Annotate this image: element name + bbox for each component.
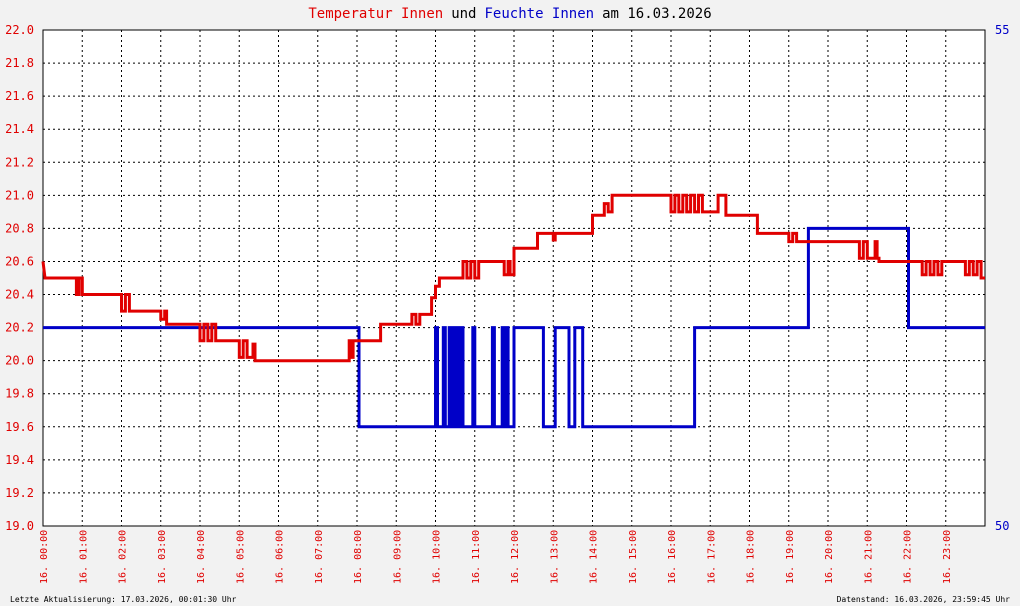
y-left-tick-label: 21.2	[5, 155, 34, 169]
x-tick-label: 16. 01:00	[78, 530, 89, 584]
y-right-tick-label: 50	[995, 519, 1009, 533]
x-tick-label: 16. 15:00	[628, 530, 639, 584]
chart-title: Temperatur Innen und Feuchte Innen am 16.03…	[308, 6, 711, 22]
y-left-tick-label: 21.6	[5, 89, 34, 103]
y-left-tick-label: 20.8	[5, 221, 34, 235]
title-date: am 16.03.2026	[602, 6, 712, 22]
y-left-tick-label: 21.4	[5, 122, 34, 136]
x-tick-label: 16. 19:00	[785, 530, 796, 584]
series-line-temperature	[41, 193, 985, 363]
series-line-humidity	[43, 226, 985, 429]
x-tick-label: 16. 17:00	[706, 530, 717, 584]
y-left-tick-label: 20.2	[5, 321, 34, 335]
x-axis-ticks: 16. 00:00 16. 01:00 16. 02:00 16. 03:00 16. …	[39, 530, 953, 584]
plot-area	[43, 30, 985, 526]
x-tick-label: 16. 23:00	[942, 530, 953, 584]
title-und: und	[451, 6, 476, 22]
x-tick-label: 16. 08:00	[353, 530, 364, 584]
y-left-tick-label: 19.8	[5, 387, 34, 401]
x-tick-label: 16. 18:00	[746, 530, 757, 584]
footer-last-update: Letzte Aktualisierung: 17.03.2026, 00:01…	[10, 595, 237, 604]
x-tick-label: 16. 05:00	[235, 530, 246, 584]
y-left-tick-label: 19.4	[5, 453, 34, 467]
x-tick-label: 16. 12:00	[510, 530, 521, 584]
y-left-tick-label: 20.6	[5, 254, 34, 268]
left-axis-ticks: 19.0 19.2 19.4 19.6 19.8 20.0 20.2 20.4 20.6 20.8…	[5, 23, 34, 533]
y-left-tick-label: 20.0	[5, 354, 34, 368]
right-axis-ticks: 50 55	[995, 23, 1009, 533]
x-tick-label: 16. 13:00	[549, 530, 560, 584]
x-tick-label: 16. 02:00	[118, 530, 129, 584]
x-tick-label: 16. 20:00	[824, 530, 835, 584]
y-left-tick-label: 21.8	[5, 56, 34, 70]
title-humidity: Feuchte Innen	[485, 6, 595, 22]
x-tick-label: 16. 03:00	[157, 530, 168, 584]
y-left-tick-label: 19.2	[5, 486, 34, 500]
x-tick-label: 16. 10:00	[432, 530, 443, 584]
x-tick-label: 16. 00:00	[39, 530, 50, 584]
y-left-tick-label: 20.4	[5, 288, 34, 302]
x-tick-label: 16. 07:00	[314, 530, 325, 584]
x-tick-label: 16. 09:00	[392, 530, 403, 584]
x-tick-label: 16. 06:00	[275, 530, 286, 584]
x-tick-label: 16. 04:00	[196, 530, 207, 584]
footer-data-status: Datenstand: 16.03.2026, 23:59:45 Uhr	[837, 595, 1011, 604]
x-tick-label: 16. 22:00	[903, 530, 914, 584]
x-tick-label: 16. 11:00	[471, 530, 482, 584]
x-tick-label: 16. 21:00	[863, 530, 874, 584]
y-left-tick-label: 19.6	[5, 420, 34, 434]
series-layer	[41, 193, 985, 429]
y-right-tick-label: 55	[995, 23, 1009, 37]
y-left-tick-label: 21.0	[5, 188, 34, 202]
x-tick-label: 16. 14:00	[589, 530, 600, 584]
y-left-tick-label: 22.0	[5, 23, 34, 37]
x-tick-label: 16. 16:00	[667, 530, 678, 584]
y-left-tick-label: 19.0	[5, 519, 34, 533]
title-temperature: Temperatur Innen	[308, 6, 443, 22]
